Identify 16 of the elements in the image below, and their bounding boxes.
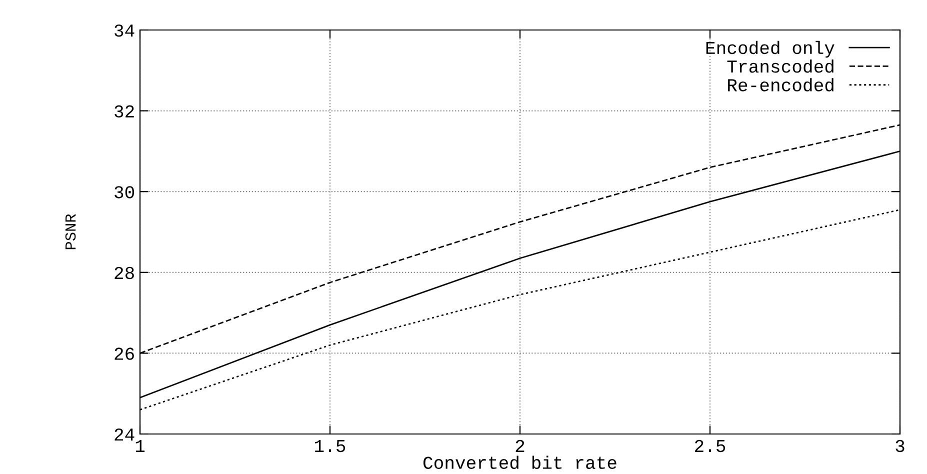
x-tick-label: 1.5	[315, 440, 346, 452]
x-tick-label: 2.5	[695, 440, 726, 452]
x-tick-label: 3	[896, 440, 904, 452]
x-tick-label: 1	[136, 440, 145, 452]
legend-label: Re-encoded	[728, 78, 834, 92]
x-axis-title: Converted bit rate	[423, 456, 616, 470]
y-tick-label: 32	[114, 105, 134, 118]
y-tick-label: 34	[114, 24, 134, 37]
y-tick-label: 26	[114, 348, 134, 360]
y-tick-label: 28	[114, 266, 134, 280]
legend-label: Transcoded	[727, 59, 834, 73]
x-tick-label: 2	[516, 440, 524, 452]
y-tick-label: 24	[114, 428, 134, 441]
y-tick-label: 30	[114, 186, 134, 198]
legend-label: Encoded only	[706, 40, 834, 58]
y-axis-title: PSNR	[65, 214, 76, 250]
